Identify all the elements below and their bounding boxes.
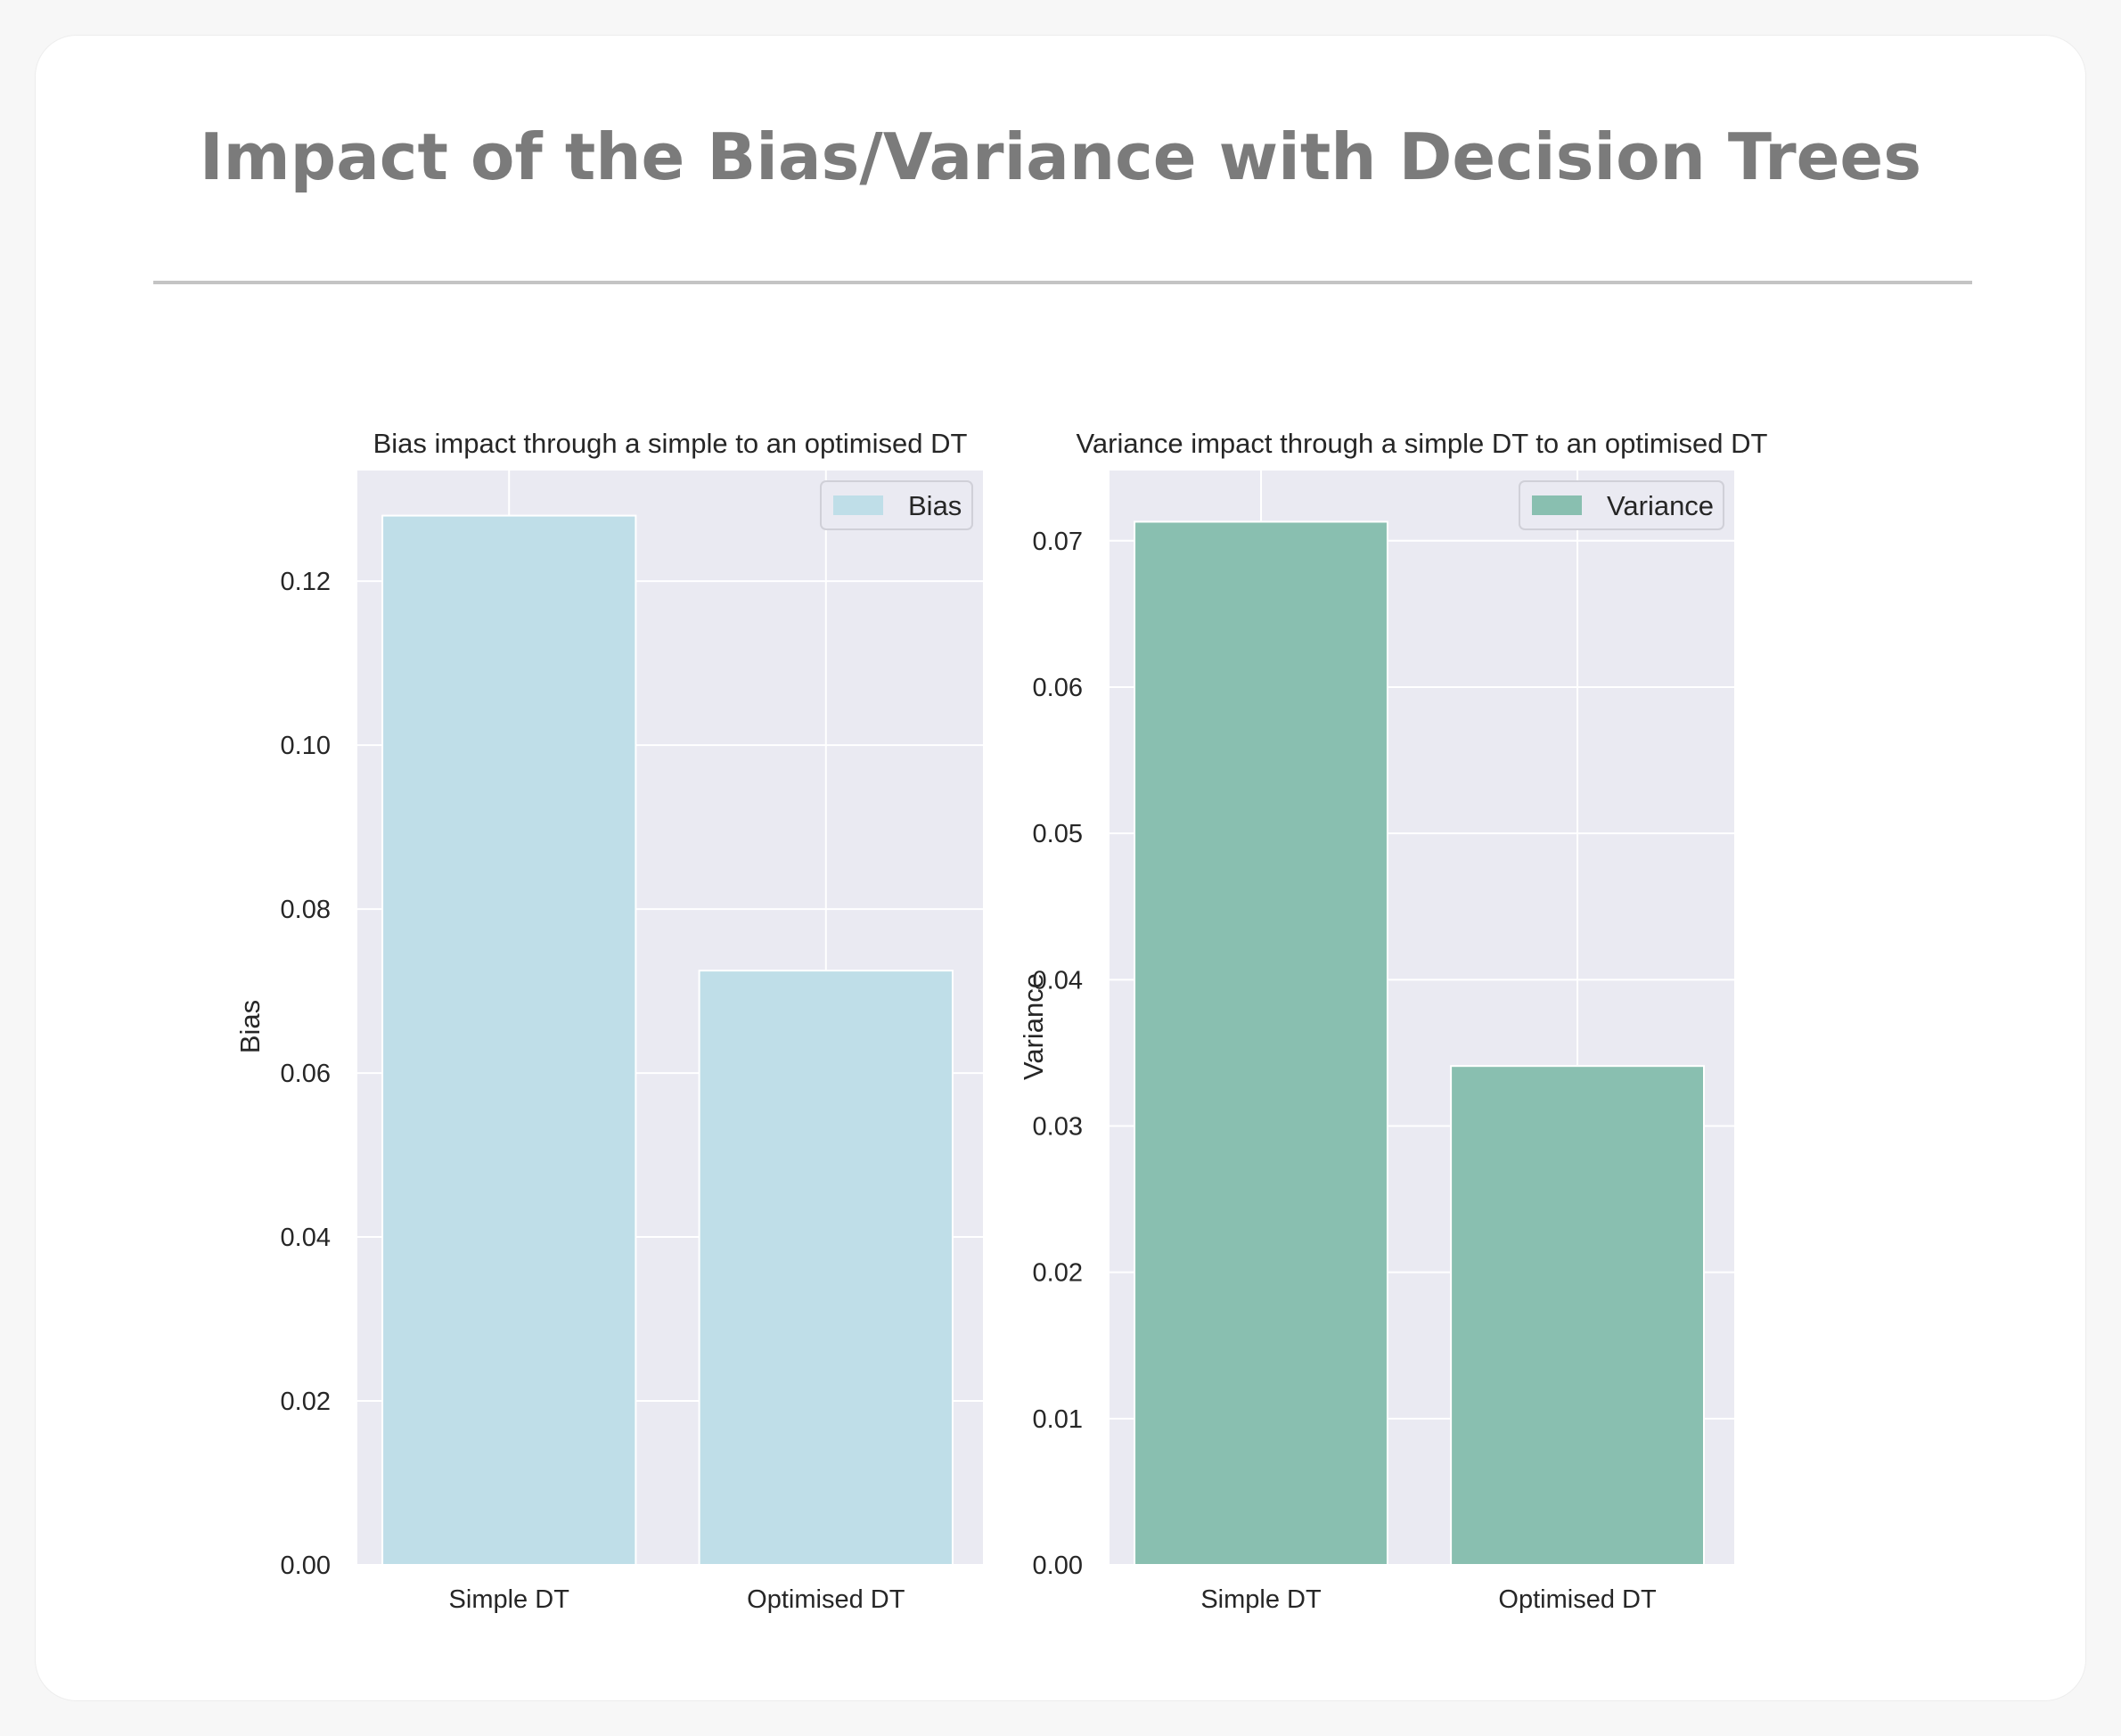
bias-y-tick-label: 0.00 [281,1552,331,1580]
variance-chart-title: Variance impact through a simple DT to a… [1077,428,1768,459]
variance-y-tick-label: 0.03 [1033,1112,1083,1141]
variance-x-tick-label: Optimised DT [1498,1585,1657,1614]
bias-y-tick-label: 0.04 [281,1224,331,1252]
variance-y-tick-label: 0.07 [1033,528,1083,556]
variance-legend-swatch [1532,495,1582,515]
bias-legend-swatch [833,495,883,515]
variance-y-tick-label: 0.02 [1033,1259,1083,1288]
variance-bar-simple-dt [1134,520,1388,1567]
bias-y-tick-label: 0.10 [281,732,331,760]
bias-y-axis-label: Bias [234,1000,266,1053]
variance-y-tick-label: 0.01 [1033,1405,1083,1434]
variance-y-tick-label: 0.04 [1033,966,1083,995]
variance-y-tick-label: 0.00 [1033,1552,1083,1580]
bias-bar-simple-dt [381,514,637,1566]
variance-legend-label: Variance [1607,490,1714,521]
variance-y-tick-label: 0.05 [1033,820,1083,848]
variance-legend-box [1519,480,1724,530]
bias-x-tick-label: Optimised DT [747,1585,905,1614]
bias-y-tick-label: 0.08 [281,896,331,924]
title-divider [153,281,1972,284]
variance-y-tick-label: 0.06 [1033,674,1083,702]
bias-chart-title: Bias impact through a simple to an optim… [373,428,968,459]
bias-legend-label: Bias [908,490,962,521]
page-title: Impact of the Bias/Variance with Decisio… [199,119,1922,194]
variance-y-axis-label: Variance [1018,973,1049,1080]
bias-y-tick-label: 0.12 [281,568,331,596]
variance-bar-optimised-dt [1450,1065,1706,1567]
bias-legend-box [820,480,973,530]
bias-bar-optimised-dt [698,970,954,1566]
bias-y-tick-label: 0.06 [281,1060,331,1088]
bias-x-tick-label: Simple DT [449,1585,570,1614]
variance-x-tick-label: Simple DT [1200,1585,1322,1614]
bias-y-tick-label: 0.02 [281,1388,331,1416]
